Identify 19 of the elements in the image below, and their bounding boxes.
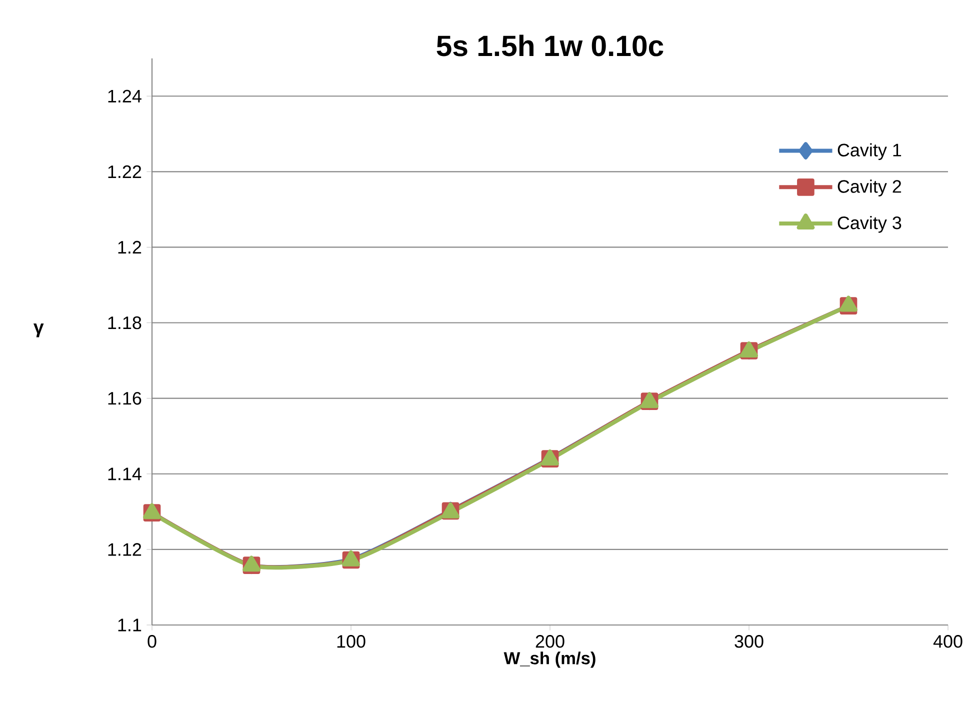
y-tick-label: 1.22 [108,165,142,178]
y-tick-label: 1.12 [108,543,142,556]
y-tick-label: 1.24 [108,90,142,102]
legend-label: Cavity 2 [838,180,902,196]
y-tick-label: 1.2 [118,240,142,254]
legend-label: Cavity 3 [838,216,902,233]
y-tick-label: 1.14 [108,468,142,480]
x-tick-label: 400 [933,635,962,648]
x-tick-label: 300 [734,635,764,648]
x-axis-title: W_sh (m/s) [504,652,596,668]
x-tick-label: 100 [337,635,366,648]
y-tick-label: 1.16 [108,392,142,405]
y-axis-title: γ [33,323,44,338]
x-tick-label: 200 [536,635,564,648]
legend-label: Cavity 1 [838,143,902,160]
chart-title: 5s 1.5h 1w 0.10c [436,34,664,56]
y-tick-label: 1.18 [108,316,142,330]
y-tick-label: 1.1 [118,618,142,632]
x-tick-label: 0 [148,635,156,648]
